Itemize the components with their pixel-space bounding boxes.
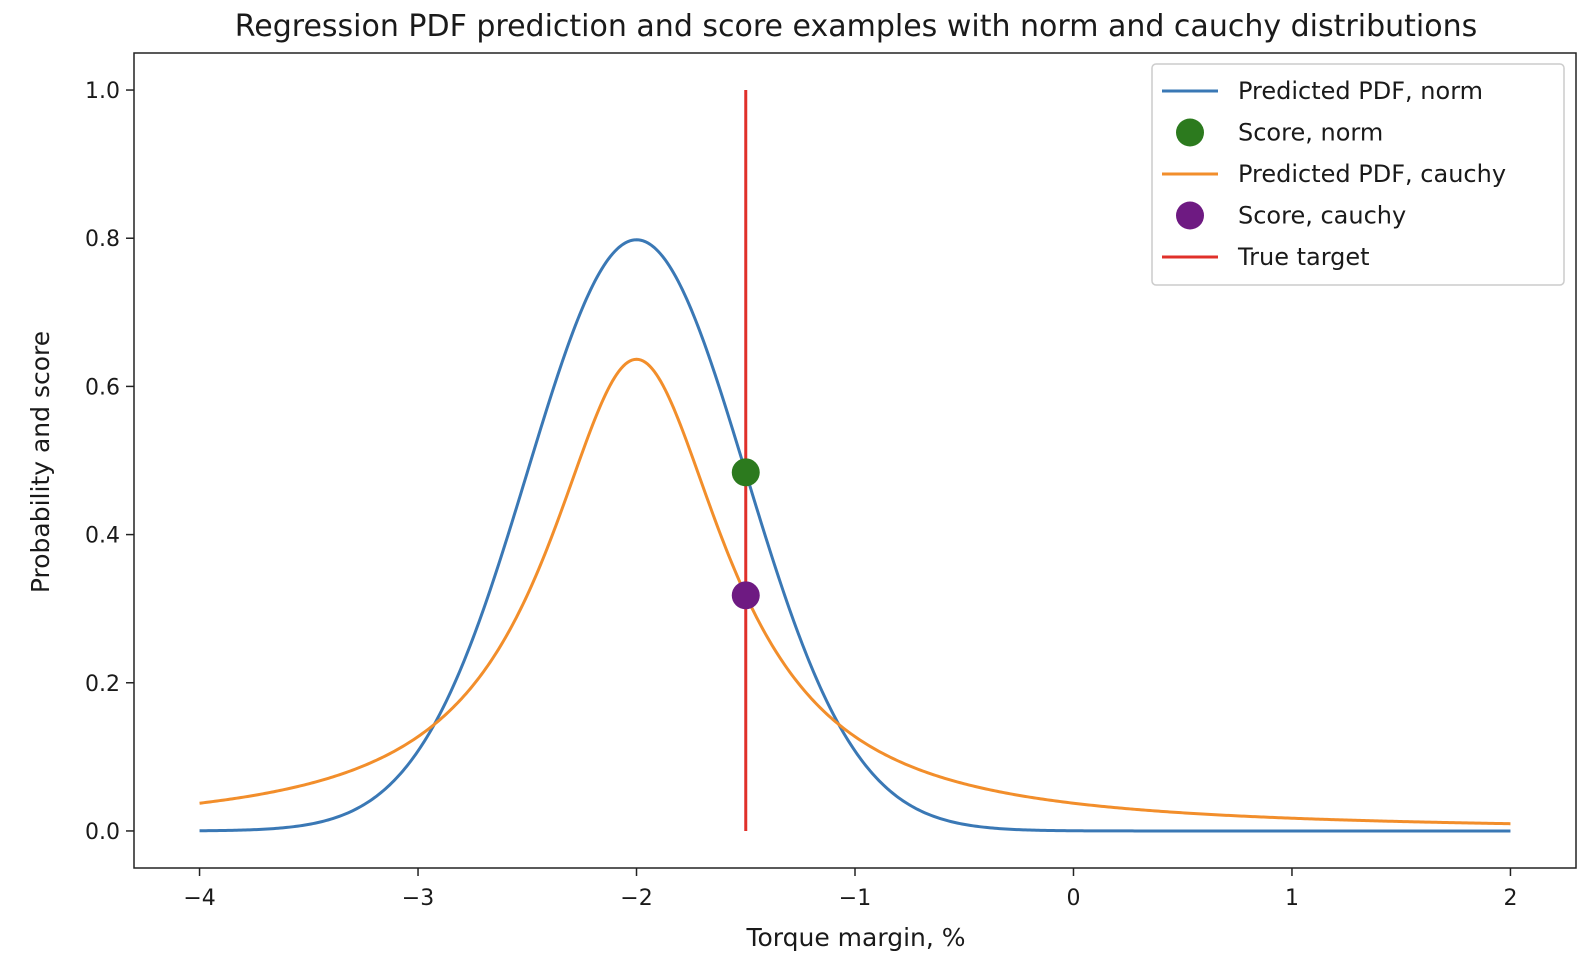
legend-box	[1151, 63, 1565, 286]
legend: Predicted PDF, norm Score, norm Predicted …	[1151, 63, 1565, 286]
x-tick-label: 1	[1285, 886, 1299, 911]
legend-label: Predicted PDF, cauchy	[1238, 160, 1506, 188]
y-tick-label: 0.2	[85, 672, 120, 697]
series-0-line-norm	[199, 238, 1511, 833]
x-tick-label: −3	[402, 886, 434, 911]
y-tick-label: 0.6	[85, 375, 120, 400]
x-tick-label: −1	[839, 886, 871, 911]
x-tick-label: 0	[1066, 886, 1080, 911]
x-tick-label: 2	[1503, 886, 1517, 911]
x-tick-label: −2	[620, 886, 652, 911]
x-axis-label: Torque margin, %	[745, 923, 965, 952]
series-3-score-point	[731, 581, 760, 610]
y-tick-label: 0.8	[85, 227, 120, 252]
legend-marker-point	[1176, 201, 1204, 230]
legend-label: Predicted PDF, norm	[1238, 77, 1483, 105]
plot-content	[199, 90, 1511, 833]
x-axis-ticks: −4 −3 −2 −1 0 1 2	[183, 868, 1517, 911]
y-tick-label: 0.0	[85, 820, 120, 845]
series-2-line-cauchy	[199, 357, 1511, 826]
legend-label: True target	[1237, 243, 1370, 271]
y-tick-label: 0.4	[85, 524, 120, 549]
chart-title: Regression PDF prediction and score exam…	[235, 9, 1477, 44]
legend-label: Score, norm	[1238, 119, 1383, 147]
y-axis-label: Probability and score	[26, 331, 55, 593]
y-tick-label: 1.0	[85, 79, 120, 104]
legend-label: Score, cauchy	[1238, 202, 1406, 230]
legend-marker-point	[1176, 118, 1204, 147]
x-tick-label: −4	[183, 886, 215, 911]
series-1-score-point	[731, 458, 760, 487]
y-axis-ticks: 0.0 0.2 0.4 0.6 0.8 1.0	[85, 79, 134, 845]
